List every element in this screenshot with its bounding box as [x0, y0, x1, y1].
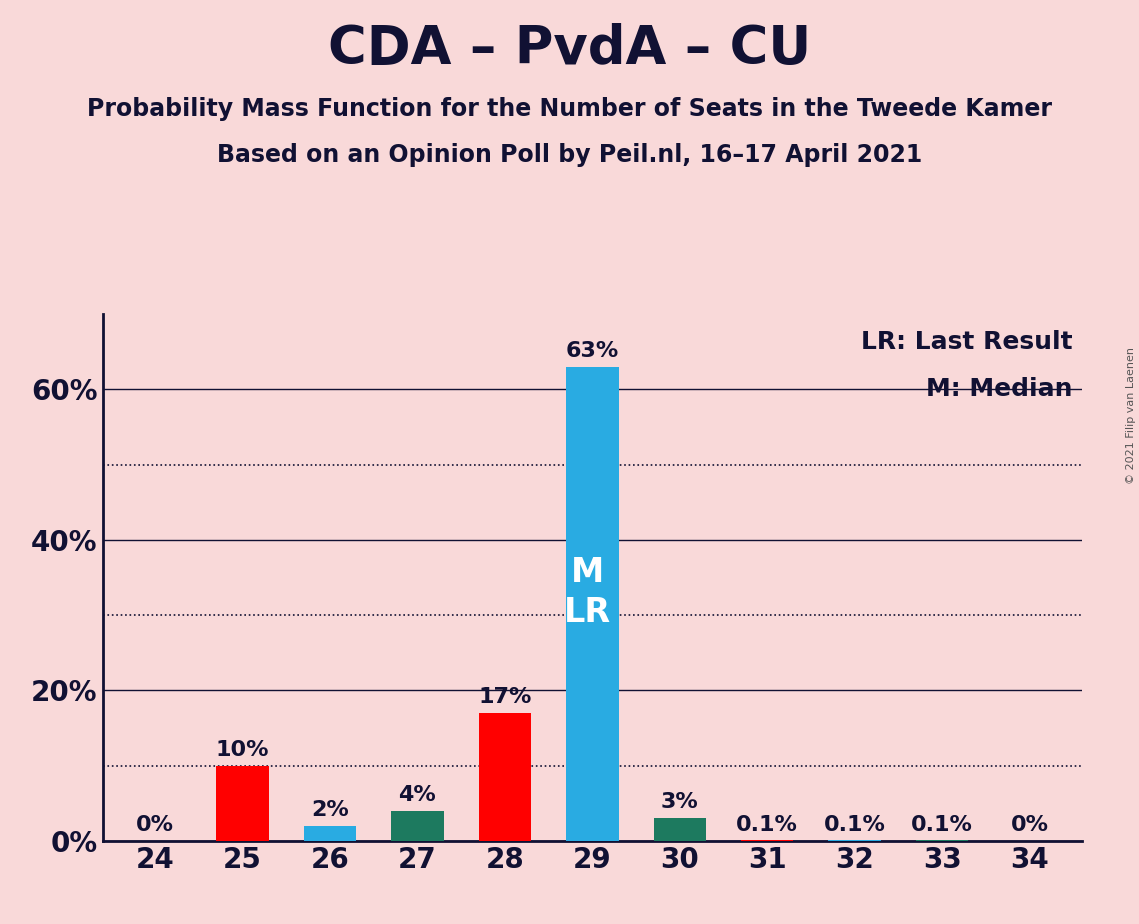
Text: 0%: 0% — [1010, 815, 1049, 834]
Bar — [304, 826, 357, 841]
Text: 2%: 2% — [311, 800, 349, 820]
Text: 63%: 63% — [566, 341, 618, 360]
Text: Probability Mass Function for the Number of Seats in the Tweede Kamer: Probability Mass Function for the Number… — [87, 97, 1052, 121]
Bar — [566, 367, 618, 841]
Text: 0.1%: 0.1% — [911, 815, 973, 834]
Bar — [216, 766, 269, 841]
Bar — [654, 819, 706, 841]
Text: M
LR: M LR — [564, 555, 612, 629]
Text: 3%: 3% — [661, 792, 698, 812]
Text: 10%: 10% — [215, 739, 269, 760]
Text: 4%: 4% — [399, 784, 436, 805]
Bar — [478, 713, 531, 841]
Text: LR: Last Result: LR: Last Result — [861, 330, 1072, 354]
Text: 0.1%: 0.1% — [823, 815, 886, 834]
Bar — [391, 810, 443, 841]
Text: CDA – PvdA – CU: CDA – PvdA – CU — [328, 23, 811, 75]
Text: Based on an Opinion Poll by Peil.nl, 16–17 April 2021: Based on an Opinion Poll by Peil.nl, 16–… — [216, 143, 923, 167]
Text: M: Median: M: Median — [926, 377, 1072, 401]
Text: 17%: 17% — [478, 687, 532, 707]
Text: © 2021 Filip van Laenen: © 2021 Filip van Laenen — [1126, 347, 1136, 484]
Text: 0.1%: 0.1% — [736, 815, 798, 834]
Text: 0%: 0% — [136, 815, 174, 834]
